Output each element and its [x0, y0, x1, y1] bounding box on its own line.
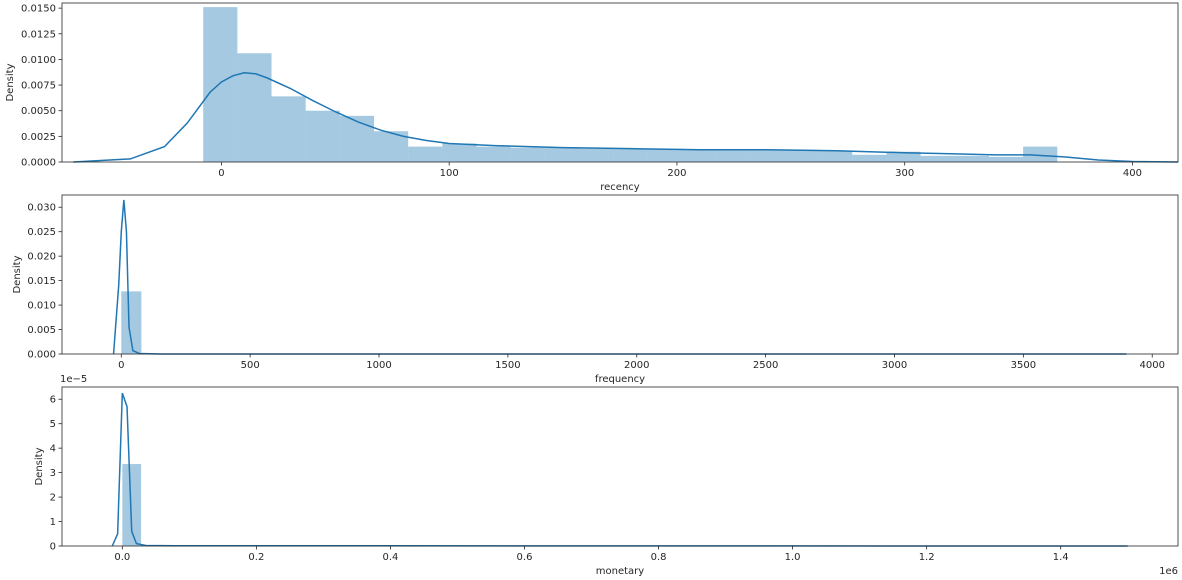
histogram-bar: [271, 96, 306, 162]
x-tick-label: 100: [440, 168, 459, 179]
y-tick-label: 1: [50, 517, 56, 528]
histogram-bar: [954, 155, 989, 162]
y-tick-label: 0: [50, 542, 56, 553]
histogram-bar: [818, 150, 853, 162]
kde-curve: [73, 71, 1179, 163]
histogram-bar: [783, 149, 819, 162]
y-tick-label: 0.005: [27, 325, 56, 336]
histogram-bar: [122, 464, 142, 546]
y-tick-label: 3: [50, 468, 56, 479]
y-tick-label: 0.0125: [21, 29, 56, 40]
histogram-bar: [579, 148, 614, 162]
y-offset-text: 1e−5: [60, 374, 87, 385]
x-tick-label: 1500: [495, 360, 520, 371]
histogram-bar: [681, 149, 716, 162]
histogram-bar: [305, 110, 340, 162]
x-tick-label: 3000: [882, 360, 907, 371]
y-tick-label: 0.020: [27, 252, 56, 263]
y-tick-label: 0.0000: [21, 158, 56, 169]
y-tick-label: 0.0100: [21, 55, 56, 66]
x-tick-label: 0.8: [651, 552, 667, 563]
x-tick-label: 1.4: [1053, 552, 1069, 563]
x-tick-label: 300: [895, 168, 914, 179]
axes-frame: [61, 386, 1179, 547]
x-tick-label: 2500: [753, 360, 778, 371]
y-tick-label: 0.025: [27, 227, 56, 238]
histogram-bar: [749, 149, 784, 162]
x-tick-label: 3500: [1011, 360, 1036, 371]
x-tick-label: 200: [667, 168, 686, 179]
monetary-density-plot: 0.0 0.2 0.4 0.6 0.8 1.0 1.2 1.4 0 1 2 3 4 5 6 monetary D…: [34, 374, 1179, 577]
x-tick-label: 0.6: [517, 552, 533, 563]
x-tick-label: 0.2: [248, 552, 264, 563]
histogram-bar: [1023, 146, 1058, 162]
histogram-bar: [647, 148, 682, 162]
histogram-bar: [476, 146, 511, 162]
histogram-bar: [203, 7, 238, 162]
y-tick-label: 6: [50, 395, 56, 406]
y-tick-label: 0.010: [27, 301, 56, 312]
y-axis-label: Density: [34, 447, 45, 485]
kde-curve: [111, 392, 1128, 547]
y-axis-label: Density: [12, 255, 23, 293]
y-tick-label: 4: [50, 444, 56, 455]
y-tick-label: 0.000: [27, 350, 56, 361]
kde-curve: [112, 199, 1127, 355]
recency-density-plot: 0 100 200 300 400 0.0000 0.0025 0.0050 0.0075 0.0…: [5, 2, 1179, 193]
y-tick-label: 0.030: [27, 203, 56, 214]
x-tick-label: 1.2: [919, 552, 935, 563]
y-tick-label: 2: [50, 493, 56, 504]
y-tick-label: 0.0075: [21, 81, 56, 92]
x-tick-label: 0.4: [382, 552, 398, 563]
x-tick-label: 1000: [366, 360, 391, 371]
y-tick-label: 0.015: [27, 276, 56, 287]
axes-frame: [61, 2, 1179, 163]
y-tick-label: 0.0050: [21, 106, 56, 117]
histogram-bar: [442, 143, 477, 162]
x-axis-label: monetary: [596, 566, 645, 577]
x-tick-label: 400: [1123, 168, 1142, 179]
x-tick-label: 4000: [1139, 360, 1164, 371]
frequency-density-plot: 0 500 1000 1500 2000 2500 3000 3500 4000 0.000 0.0…: [12, 194, 1179, 385]
histogram-bar: [613, 148, 648, 162]
histogram-bar: [988, 156, 1024, 162]
y-axis-label: Density: [5, 63, 16, 101]
x-tick-label: 2000: [624, 360, 649, 371]
y-tick-label: 5: [50, 419, 56, 430]
histogram-bar: [121, 291, 142, 354]
histogram-bar: [544, 147, 580, 162]
x-tick-label: 0: [218, 168, 224, 179]
x-tick-label: 0.0: [114, 552, 130, 563]
histogram-bar: [510, 147, 545, 162]
x-axis-label: frequency: [595, 374, 645, 385]
histogram-bar: [339, 115, 375, 162]
x-tick-label: 0: [118, 360, 124, 371]
histogram-bar: [237, 53, 272, 163]
histogram-bar: [408, 146, 443, 162]
histogram-bar: [920, 155, 955, 162]
x-axis-label: recency: [600, 182, 640, 193]
y-tick-label: 0.0025: [21, 132, 56, 143]
histogram-bar: [852, 154, 887, 162]
x-tick-label: 1.0: [785, 552, 801, 563]
histogram-bar: [886, 151, 921, 162]
x-offset-text: 1e6: [1159, 566, 1178, 577]
axes-frame: [61, 194, 1179, 355]
x-tick-label: 500: [241, 360, 260, 371]
histogram-bar: [715, 149, 750, 162]
y-tick-label: 0.0150: [21, 4, 56, 15]
